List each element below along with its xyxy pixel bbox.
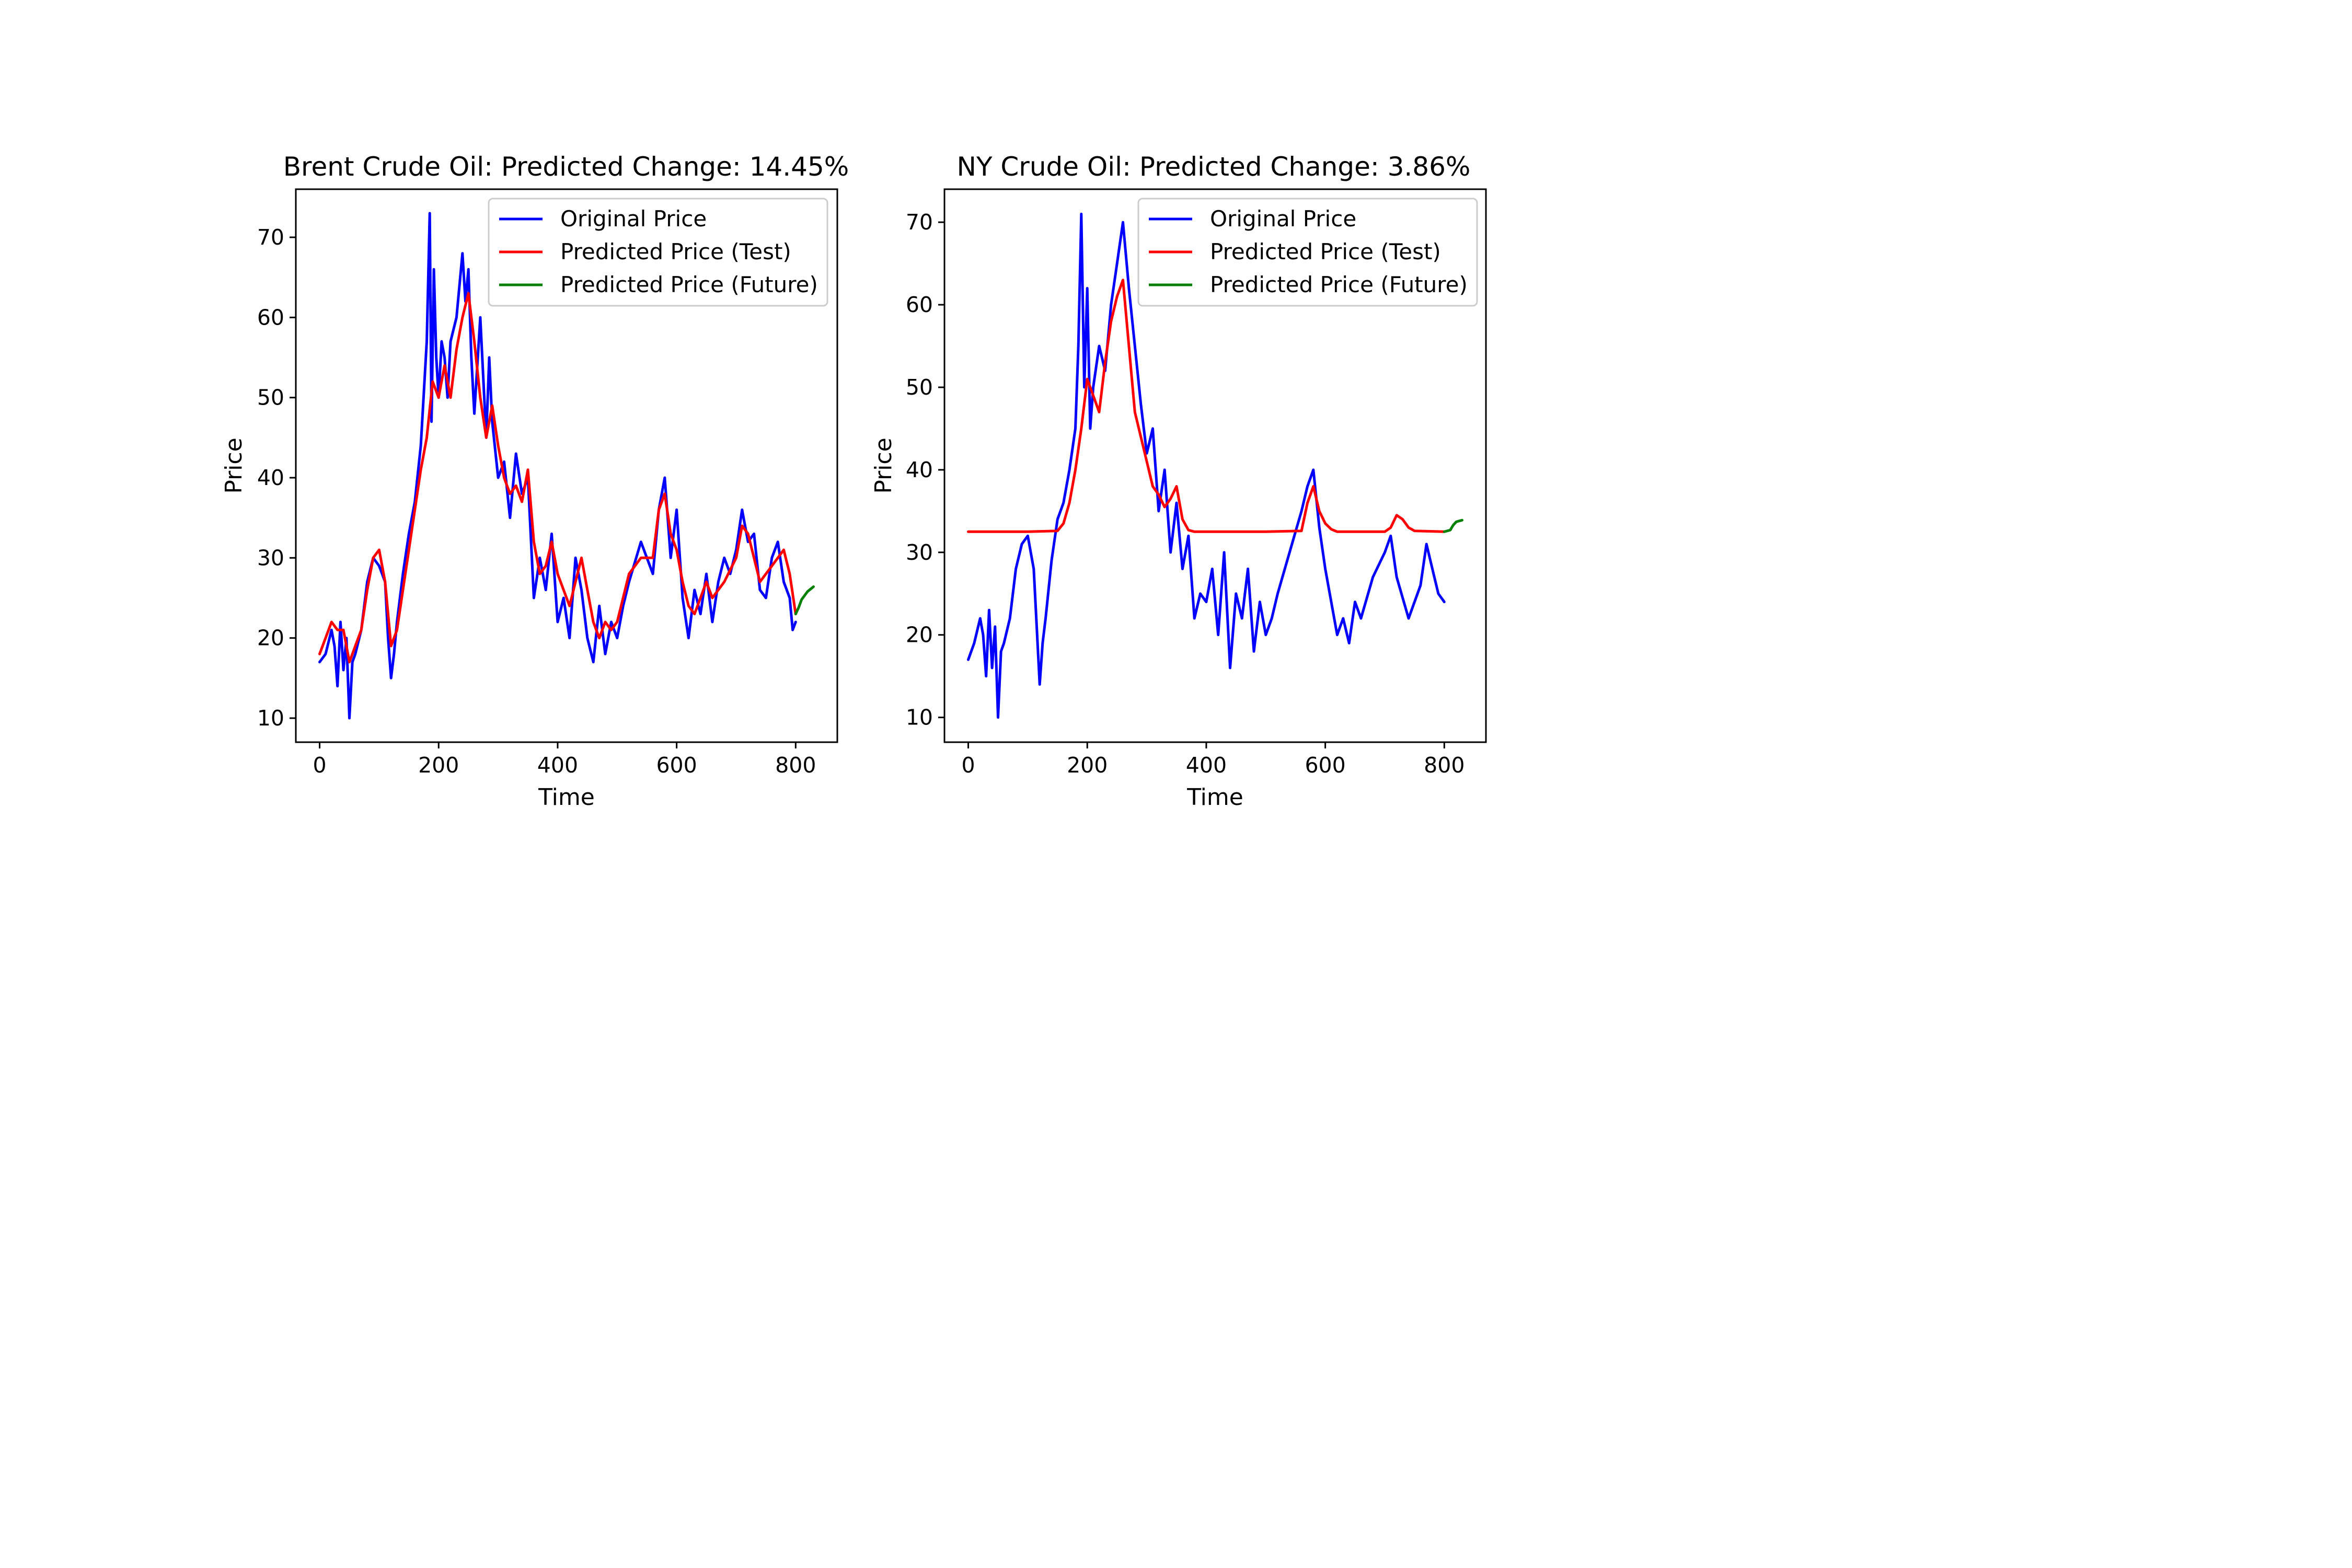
axes-frame — [943, 188, 1487, 743]
y-tick-label: 10 — [906, 705, 933, 730]
series-line-predicted-price-test — [318, 292, 797, 664]
chart-title: Brent Crude Oil: Predicted Change: 14.45… — [283, 152, 849, 182]
legend: Original Price Predicted Price (Test) Pr… — [488, 198, 828, 307]
x-axis: 0 200 400 600 800 — [961, 742, 1465, 778]
legend-box — [488, 198, 828, 307]
legend-label-original-price: Original Price — [1210, 206, 1356, 232]
plot-area — [943, 188, 1487, 743]
y-tick-label: 30 — [257, 545, 284, 570]
y-tick-label: 20 — [906, 622, 933, 648]
x-tick-label: 0 — [961, 753, 975, 778]
series-layer — [967, 212, 1463, 719]
legend: Original Price Predicted Price (Test) Pr… — [1137, 198, 1478, 307]
y-tick-label: 60 — [906, 292, 933, 317]
x-tick-label: 400 — [1186, 753, 1227, 778]
y-tick-label: 60 — [257, 305, 284, 330]
y-tick-label: 70 — [257, 225, 284, 250]
x-tick-label: 600 — [656, 753, 697, 778]
legend-box — [1137, 198, 1478, 307]
series-line-original-price — [967, 212, 1446, 719]
x-axis-label: Time — [538, 784, 595, 811]
x-tick-label: 800 — [1424, 753, 1465, 778]
y-tick-label: 10 — [257, 706, 284, 731]
axes-frame — [295, 188, 838, 743]
y-tick-label: 20 — [257, 626, 284, 651]
x-axis-label: Time — [1186, 784, 1243, 811]
x-tick-label: 600 — [1305, 753, 1345, 778]
series-line-predicted-price-future — [1443, 518, 1463, 533]
legend-label-predicted-test: Predicted Price (Test) — [560, 239, 791, 264]
x-tick-label: 200 — [1067, 753, 1108, 778]
y-axis: 10 20 30 40 50 60 70 — [257, 225, 296, 731]
series-line-predicted-price-test — [967, 279, 1446, 533]
y-tick-label: 50 — [906, 375, 933, 400]
y-tick-label: 40 — [906, 457, 933, 482]
series-line-predicted-price-future — [794, 585, 815, 616]
series-layer — [318, 212, 815, 720]
chart-title: NY Crude Oil: Predicted Change: 3.86% — [957, 152, 1471, 182]
x-tick-label: 800 — [775, 753, 816, 778]
y-tick-label: 40 — [257, 465, 284, 490]
plot-area — [295, 188, 838, 743]
y-tick-label: 30 — [906, 540, 933, 565]
legend-label-predicted-test: Predicted Price (Test) — [1210, 239, 1441, 264]
legend-label-original-price: Original Price — [560, 206, 707, 232]
y-tick-label: 50 — [257, 385, 284, 410]
x-tick-label: 400 — [537, 753, 578, 778]
x-tick-label: 0 — [313, 753, 326, 778]
chart-brent: Brent Crude Oil: Predicted Change: 14.45… — [221, 152, 849, 811]
x-tick-label: 200 — [418, 753, 459, 778]
y-tick-label: 70 — [906, 210, 933, 235]
y-axis: 10 20 30 40 50 60 70 — [906, 210, 944, 730]
y-axis-label: Price — [221, 437, 247, 493]
chart-ny: NY Crude Oil: Predicted Change: 3.86% 0 2… — [870, 152, 1487, 811]
y-axis-label: Price — [870, 437, 897, 493]
legend-label-predicted-future: Predicted Price (Future) — [560, 272, 818, 297]
x-axis: 0 200 400 600 800 — [313, 742, 816, 778]
legend-label-predicted-future: Predicted Price (Future) — [1210, 272, 1468, 297]
